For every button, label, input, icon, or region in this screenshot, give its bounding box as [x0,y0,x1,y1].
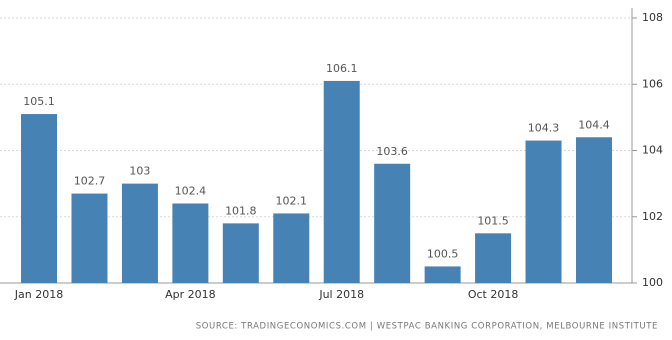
value-label: 103 [129,165,150,178]
bar [475,233,512,283]
bar [121,183,158,283]
x-tick-label: Oct 2018 [468,288,519,301]
value-label: 102.1 [276,194,308,207]
bar [71,193,108,283]
bar [525,140,562,283]
value-label: 104.4 [578,118,610,131]
value-label: 104.3 [528,122,560,135]
bar [323,80,360,283]
value-label: 101.5 [477,214,509,227]
y-tick-label: 102 [642,210,663,223]
value-label: 100.5 [427,247,459,260]
value-label: 101.8 [225,204,257,217]
x-tick-label: Jul 2018 [318,288,364,301]
value-label: 102.7 [74,175,106,188]
y-tick-label: 108 [642,11,663,24]
bar [374,163,411,283]
value-label: 105.1 [23,95,55,108]
y-tick-label: 104 [642,144,663,157]
value-label: 106.1 [326,62,358,75]
y-tick-label: 100 [642,276,663,289]
bar [273,213,310,283]
bar [21,114,58,283]
value-label: 103.6 [376,145,408,158]
bar [575,137,612,283]
value-label: 102.4 [175,185,207,198]
bar [172,203,209,283]
x-tick-label: Apr 2018 [165,288,216,301]
bar [424,266,461,283]
x-tick-label: Jan 2018 [14,288,63,301]
bar [222,223,259,283]
y-tick-label: 106 [642,77,663,90]
source-note: SOURCE: TRADINGECONOMICS.COM | WESTPAC B… [196,322,658,332]
